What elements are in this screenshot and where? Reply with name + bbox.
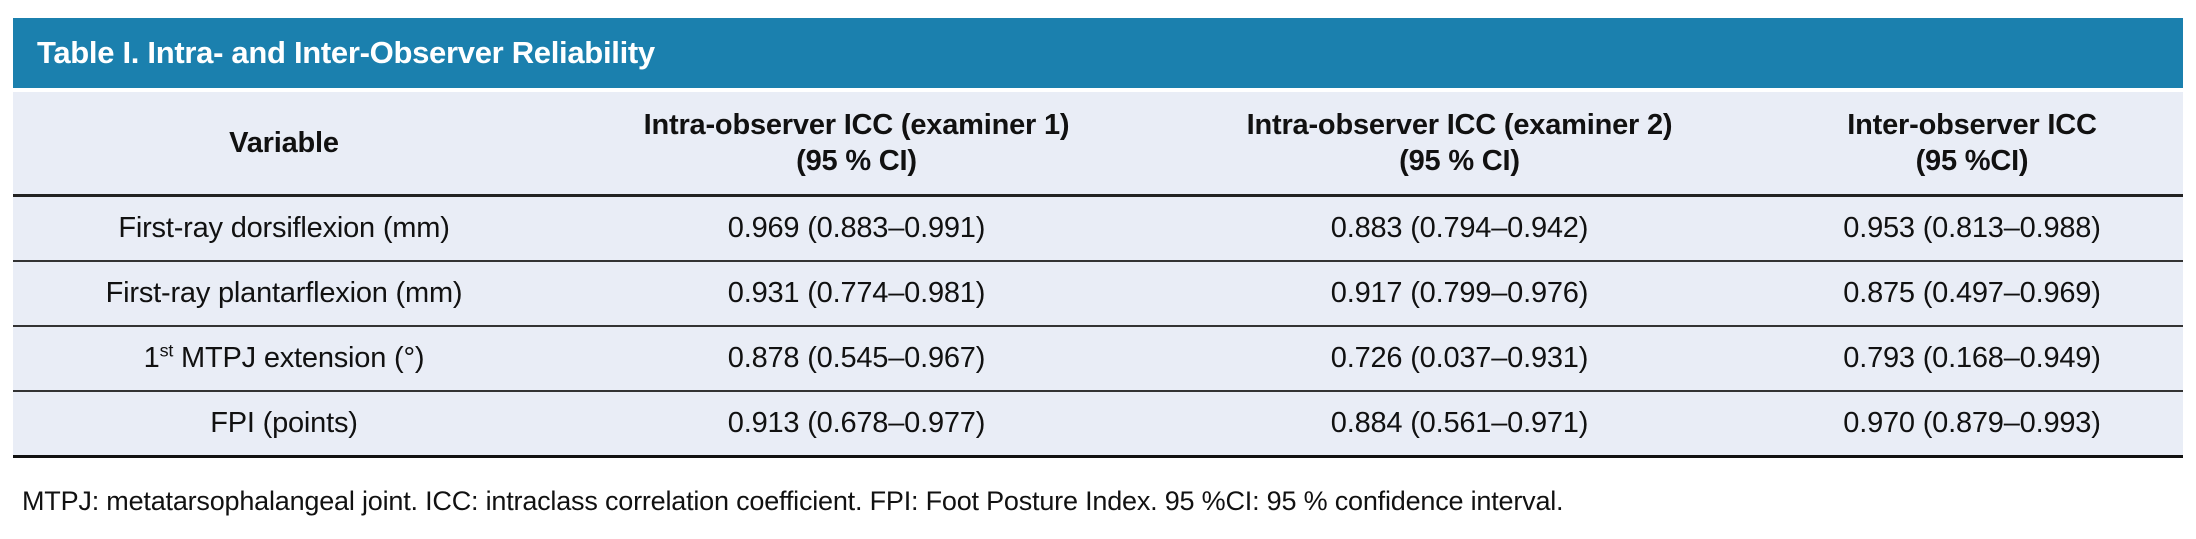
column-header-label: Intra-observer ICC (examiner 2): [1246, 108, 1673, 141]
column-header-sublabel: (95 % CI): [1399, 145, 1520, 177]
variable-text: MTPJ extension (°): [173, 342, 425, 374]
inter-observer-cell: 0.793 (0.168–0.949): [1761, 326, 2183, 392]
variable-cell: 1st MTPJ extension (°): [13, 326, 555, 392]
table-title-bar: Table I. Intra- and Inter-Observer Relia…: [13, 18, 2183, 88]
icc-examiner2-cell: 0.883 (0.794–0.942): [1158, 195, 1761, 262]
inter-observer-cell: 0.970 (0.879–0.993): [1761, 391, 2183, 458]
variable-cell: FPI (points): [13, 391, 555, 458]
variable-cell: First-ray dorsiflexion (mm): [13, 195, 555, 262]
variable-text: 1: [143, 342, 160, 374]
footnote: MTPJ: metatarsophalangeal joint. ICC: in…: [22, 486, 1564, 516]
column-header-icc-examiner2: Intra-observer ICC (examiner 2) (95 % CI…: [1158, 92, 1761, 197]
column-header-label: Intra-observer ICC (examiner 1): [643, 108, 1070, 141]
icc-examiner2-cell: 0.726 (0.037–0.931): [1158, 326, 1761, 392]
column-header-label: Variable: [229, 126, 339, 159]
column-header-label: Inter-observer ICC: [1847, 108, 2097, 141]
icc-examiner2-cell: 0.884 (0.561–0.971): [1158, 391, 1761, 458]
table-header-row: Variable Intra-observer ICC (examiner 1)…: [13, 92, 2183, 197]
table-row: 1st MTPJ extension (°) 0.878 (0.545–0.96…: [13, 326, 2183, 392]
column-header-variable: Variable: [13, 92, 555, 197]
inter-observer-cell: 0.953 (0.813–0.988): [1761, 195, 2183, 262]
table-row: First-ray dorsiflexion (mm) 0.969 (0.883…: [13, 195, 2183, 262]
column-header-inter-observer: Inter-observer ICC (95 %CI): [1761, 92, 2183, 197]
ordinal-superscript: st: [159, 340, 174, 361]
table-title: Table I. Intra- and Inter-Observer Relia…: [37, 35, 655, 70]
icc-examiner1-cell: 0.913 (0.678–0.977): [555, 391, 1158, 458]
icc-examiner2-cell: 0.917 (0.799–0.976): [1158, 261, 1761, 327]
column-header-sublabel: (95 % CI): [796, 145, 917, 177]
inter-observer-cell: 0.875 (0.497–0.969): [1761, 261, 2183, 327]
icc-examiner1-cell: 0.878 (0.545–0.967): [555, 326, 1158, 392]
table-row: First-ray plantarflexion (mm) 0.931 (0.7…: [13, 261, 2183, 327]
column-header-icc-examiner1: Intra-observer ICC (examiner 1) (95 % CI…: [555, 92, 1158, 197]
table-row: FPI (points) 0.913 (0.678–0.977) 0.884 (…: [13, 391, 2183, 458]
variable-cell: First-ray plantarflexion (mm): [13, 261, 555, 327]
icc-examiner1-cell: 0.969 (0.883–0.991): [555, 195, 1158, 262]
reliability-table: Variable Intra-observer ICC (examiner 1)…: [13, 92, 2183, 458]
column-header-sublabel: (95 %CI): [1915, 145, 2029, 177]
icc-examiner1-cell: 0.931 (0.774–0.981): [555, 261, 1158, 327]
